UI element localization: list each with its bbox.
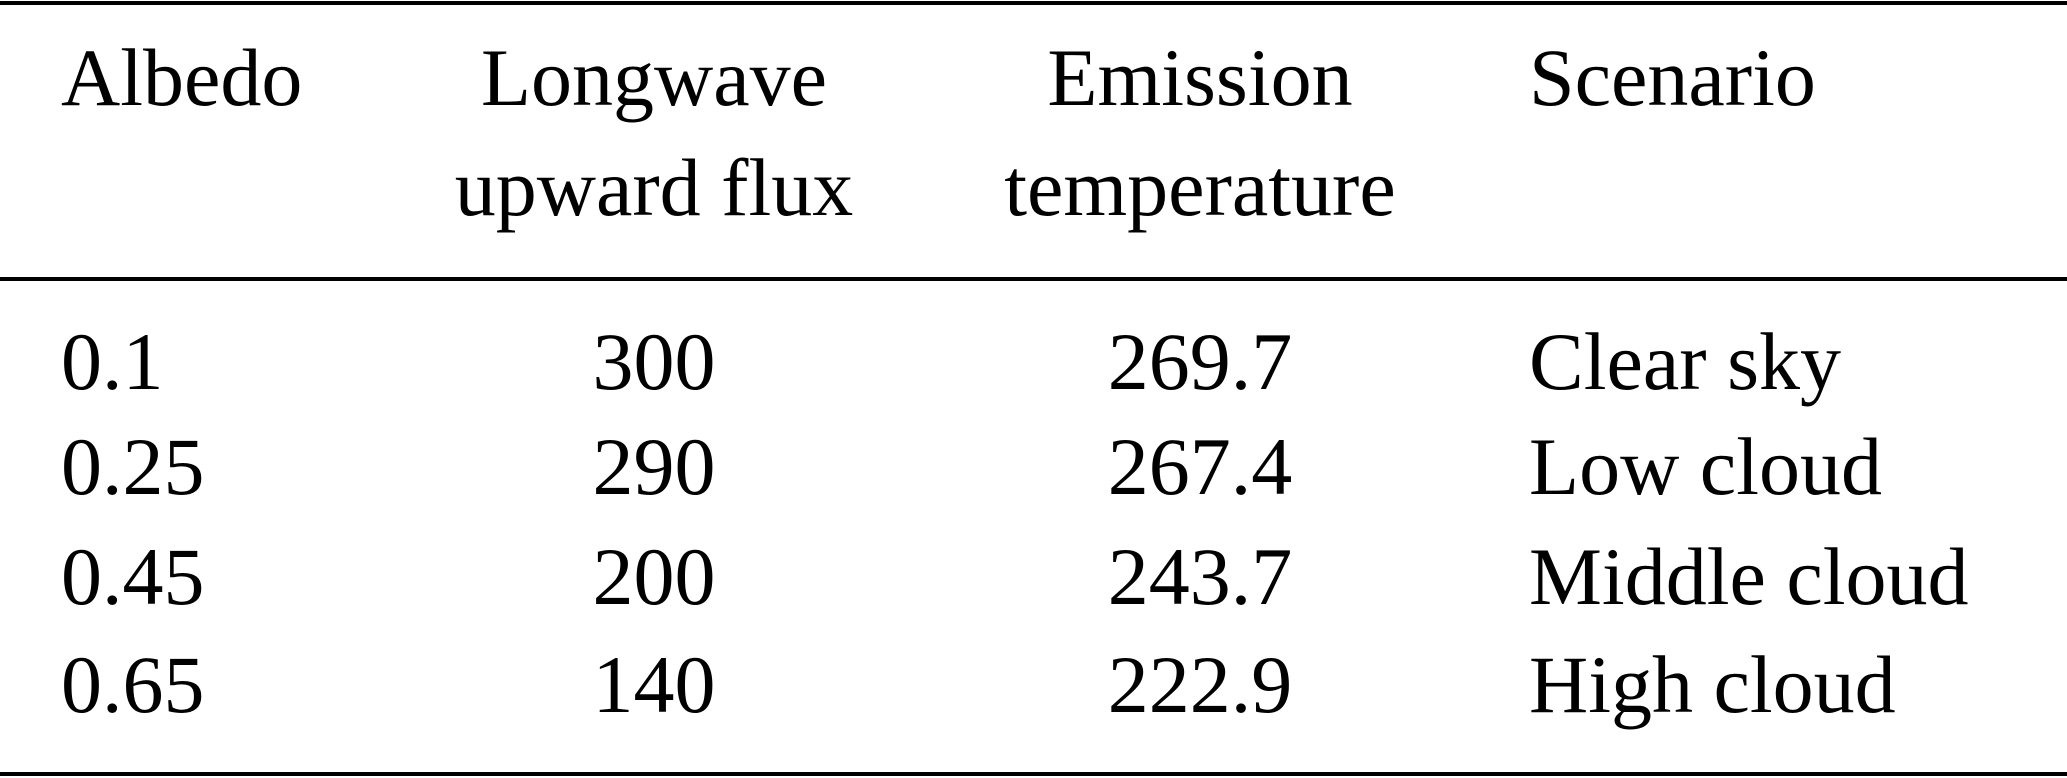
cell: Clear sky bbox=[1529, 316, 1841, 407]
cell: 267.4 bbox=[1108, 421, 1293, 512]
cell: 0.25 bbox=[61, 421, 205, 512]
header-cell: Scenario bbox=[1529, 32, 1816, 123]
header-cell: Emission bbox=[1047, 32, 1352, 123]
cell: 0.65 bbox=[61, 639, 205, 730]
cell: Low cloud bbox=[1529, 421, 1882, 512]
cell: High cloud bbox=[1529, 639, 1896, 730]
cell: 0.45 bbox=[61, 531, 205, 622]
header-cell: temperature bbox=[1004, 142, 1396, 233]
cell: Middle cloud bbox=[1529, 531, 1969, 622]
cell: 290 bbox=[593, 421, 716, 512]
cell: 269.7 bbox=[1108, 316, 1293, 407]
cell: 222.9 bbox=[1108, 639, 1293, 730]
cell: 140 bbox=[593, 639, 716, 730]
header-cell: Longwave bbox=[481, 32, 827, 123]
header-cell: Albedo bbox=[61, 32, 302, 123]
header-cell: upward flux bbox=[455, 142, 854, 233]
cell: 0.1 bbox=[61, 316, 164, 407]
cell: 243.7 bbox=[1108, 531, 1293, 622]
cell: 300 bbox=[593, 316, 716, 407]
cell: 200 bbox=[593, 531, 716, 622]
